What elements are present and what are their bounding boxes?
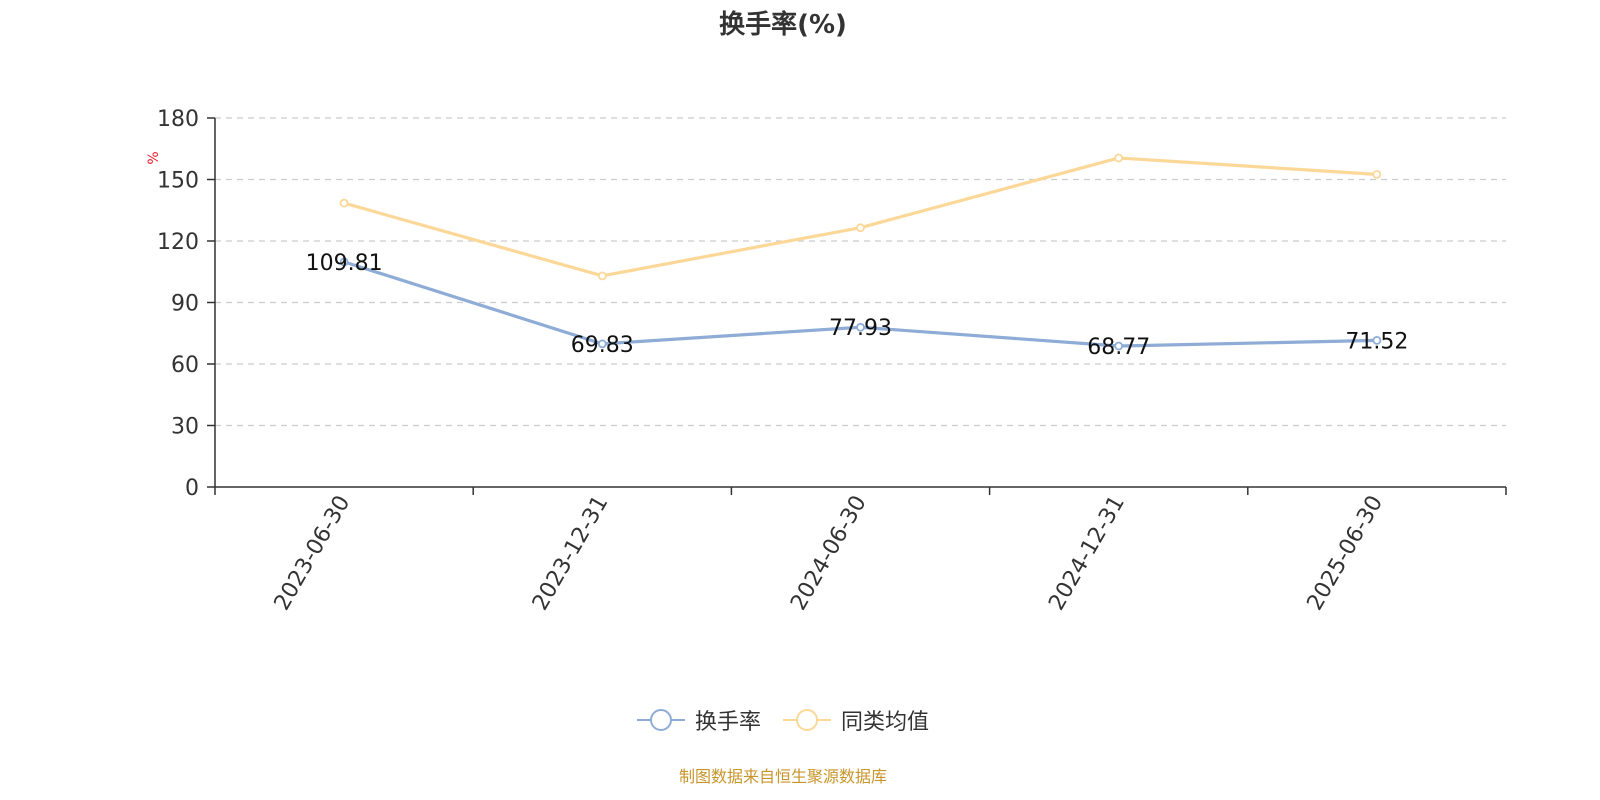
chart-title: 换手率(%) bbox=[719, 10, 847, 40]
legend-label-peer-average: 同类均值 bbox=[841, 710, 930, 735]
data-point bbox=[856, 322, 865, 332]
data-point bbox=[856, 223, 865, 233]
legend-marker-turnover-icon bbox=[636, 709, 685, 731]
y-tick-label: 150 bbox=[157, 169, 199, 194]
grid-lines bbox=[215, 117, 1506, 427]
x-tick-label: 2024-06-30 bbox=[786, 492, 872, 615]
x-tick-label: 2024-12-31 bbox=[1044, 492, 1130, 615]
y-tick-label: 180 bbox=[157, 107, 199, 132]
y-tick-label: 30 bbox=[171, 415, 199, 440]
data-label: 109.81 bbox=[306, 251, 383, 276]
source-note: 制图数据来自恒生聚源数据库 bbox=[678, 767, 887, 786]
data-labels: 109.81 69.83 77.93 68.77 71.52 bbox=[306, 251, 1409, 360]
data-label: 68.77 bbox=[1087, 335, 1150, 360]
data-point bbox=[597, 339, 607, 349]
y-tick-label: 120 bbox=[157, 230, 199, 255]
y-tick-label: 0 bbox=[185, 476, 199, 501]
legend-marker-peer-average-icon bbox=[783, 709, 831, 731]
chart-plot: 0 30 60 90 120 150 180 2023-06-30 2023-12-31 2024… bbox=[146, 107, 1507, 615]
y-tick-label: 90 bbox=[171, 292, 199, 317]
data-point bbox=[339, 198, 349, 208]
legend-item-turnover[interactable]: 换手率 bbox=[636, 704, 761, 736]
x-tick-label: 2025-06-30 bbox=[1303, 492, 1389, 615]
data-point bbox=[339, 257, 349, 267]
data-point bbox=[1372, 335, 1382, 345]
legend: 换手率 同类均值 bbox=[0, 704, 1566, 736]
data-label: 71.52 bbox=[1345, 329, 1408, 354]
y-axis-unit: % bbox=[146, 151, 162, 164]
data-point bbox=[1114, 153, 1124, 163]
x-tick-label: 2023-12-31 bbox=[528, 492, 614, 615]
axes: 0 30 60 90 120 150 180 2023-06-30 2023-12-31 2024… bbox=[157, 107, 1507, 615]
data-point bbox=[1114, 341, 1124, 351]
x-tick-label: 2023-06-30 bbox=[270, 492, 356, 615]
legend-label-turnover: 换手率 bbox=[694, 710, 761, 735]
data-point bbox=[597, 271, 607, 281]
y-tick-label: 60 bbox=[171, 353, 199, 378]
data-point bbox=[1372, 169, 1382, 179]
series-line bbox=[343, 156, 1378, 278]
series-lines bbox=[339, 153, 1382, 351]
data-label: 69.83 bbox=[571, 333, 634, 358]
legend-item-peer-average[interactable]: 同类均值 bbox=[783, 704, 929, 736]
data-label: 77.93 bbox=[829, 316, 892, 341]
